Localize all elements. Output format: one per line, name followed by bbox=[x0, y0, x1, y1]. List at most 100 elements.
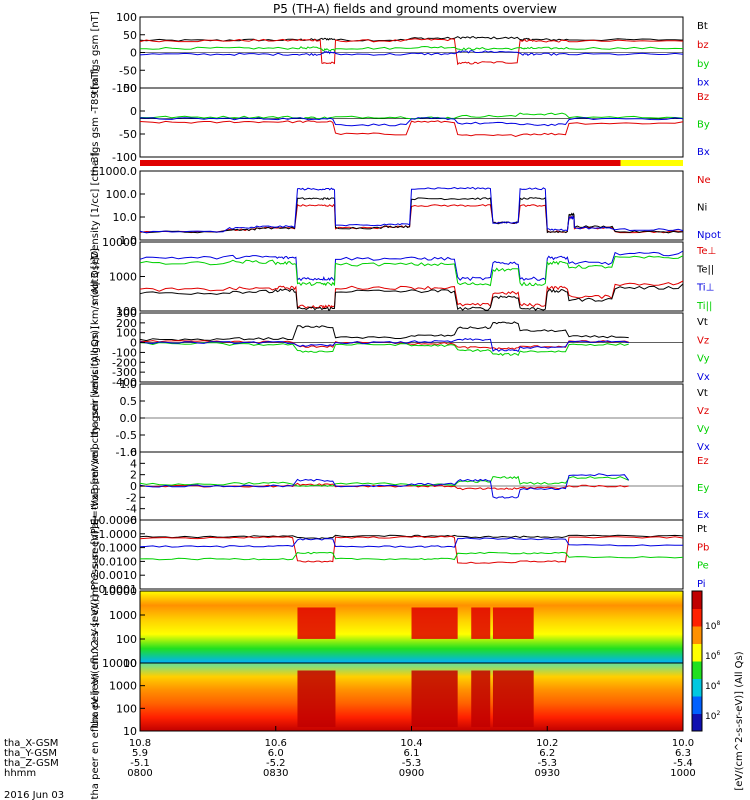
legend-label: Pi bbox=[697, 579, 706, 590]
footer-row-label: tha_X-GSM bbox=[4, 738, 58, 749]
mode-bar-fast bbox=[620, 160, 683, 166]
exponent: 6 bbox=[716, 650, 720, 657]
y-tick-label: 0.0 bbox=[120, 412, 138, 425]
legend-label: bx bbox=[697, 78, 709, 89]
colorbar-tick-label: 106 bbox=[705, 650, 720, 662]
panel-4: 10000 1000 100 moqt3 [eV] Te⊥ Te|| Ti⊥ Ti|| bbox=[90, 236, 716, 318]
series-line-te bbox=[139, 283, 684, 311]
legend-label: by bbox=[697, 59, 709, 70]
y-tick-label: 10.0000 bbox=[92, 514, 138, 527]
series-line-pt bbox=[139, 534, 684, 540]
legend-label: Bx bbox=[697, 147, 710, 158]
legend-label: Vz bbox=[697, 406, 709, 417]
footer-row-label: tha_Y-GSM bbox=[4, 748, 57, 759]
y-tick-label: -0.5 bbox=[116, 429, 137, 442]
legend-label: Bt bbox=[697, 21, 708, 32]
footer-row-value: 6.3 bbox=[675, 748, 691, 759]
legend-label: Vx bbox=[697, 372, 710, 383]
y-axis-label: moqt3 [eV] bbox=[90, 248, 101, 305]
footer-row-value: -5.3 bbox=[402, 758, 422, 769]
y-tick-label: 1000.0 bbox=[99, 165, 138, 178]
footer-row-value: 6.0 bbox=[268, 748, 284, 759]
legend-label: Pe bbox=[697, 561, 709, 572]
y-tick-label: 4 bbox=[130, 457, 137, 470]
panel-8: 10.00001.00000.10000.01000.00100.0001Pre… bbox=[90, 514, 709, 596]
heatmap-hot-region bbox=[411, 607, 458, 639]
y-tick-label: 6 bbox=[130, 446, 137, 459]
y-tick-label: 1000 bbox=[109, 680, 137, 693]
y-tick-label: 10 bbox=[123, 657, 137, 670]
y-tick-label: 0 bbox=[130, 47, 137, 60]
legend-label: Ex bbox=[697, 510, 709, 521]
y-axis-label: tha peir en eflux eV [eV/(cm^2-s-sr-eV)] bbox=[90, 526, 101, 728]
heatmap-hot-region bbox=[492, 670, 534, 728]
y-tick-label: 0.1000 bbox=[99, 542, 138, 555]
y-tick-label: 100.0 bbox=[106, 188, 138, 201]
legend-label: Ne bbox=[697, 175, 711, 186]
panel-10: 10000 1000 100 10 tha peer en eflux eV [eV/(… bbox=[90, 594, 684, 799]
colorbar: 102 104 106 108 [eV/(cm^2-s-sr-eV)] (All Qs) bbox=[691, 590, 745, 791]
legend-label: Ti⊥ bbox=[696, 283, 714, 294]
colorbar-label: [eV/(cm^2-s-sr-eV)] (All Qs) bbox=[734, 651, 745, 790]
footer-row-value: 0930 bbox=[535, 768, 560, 779]
y-tick-label: 50 bbox=[123, 29, 137, 42]
panel-frame bbox=[139, 519, 684, 590]
heatmap-hot-region bbox=[411, 670, 458, 728]
y-tick-label: -50 bbox=[119, 64, 137, 77]
y-tick-label: 1.0000 bbox=[99, 528, 138, 541]
colorbar-segment bbox=[692, 591, 702, 609]
series-line-ti bbox=[139, 250, 684, 282]
y-tick-label: -300 bbox=[112, 366, 137, 379]
series-line-bz bbox=[139, 120, 684, 138]
series-line-vx bbox=[139, 338, 629, 353]
figure-title: P5 (TH-A) fields and ground moments over… bbox=[273, 2, 557, 16]
series-line-bz bbox=[139, 38, 684, 66]
legend-label: Vy bbox=[697, 424, 710, 435]
legend-label: By bbox=[697, 119, 710, 130]
y-tick-label: 10 bbox=[123, 725, 137, 738]
series-line-vy bbox=[139, 342, 629, 357]
footer-row-value: 10.8 bbox=[129, 738, 151, 749]
y-tick-label: -100 bbox=[112, 346, 137, 359]
y-tick-label: 50 bbox=[123, 82, 137, 95]
y-axis-label: tha peer velocity gsm [km/s (All Qs)] bbox=[90, 326, 101, 510]
panel-9: 10000 1000 100 10 tha peir en eflux eV [eV/(… bbox=[90, 526, 684, 728]
y-tick-label: 0.0010 bbox=[99, 569, 138, 582]
colorbar-segment bbox=[692, 713, 702, 732]
footer-row-value: 0900 bbox=[399, 768, 424, 779]
mode-bar-slow bbox=[140, 160, 621, 166]
y-tick-label: -6 bbox=[126, 514, 137, 527]
legend-label: Ez bbox=[697, 456, 709, 467]
legend-label: Te⊥ bbox=[696, 246, 716, 257]
y-tick-label: 100 bbox=[116, 327, 137, 340]
heatmap-hot-region bbox=[297, 607, 336, 639]
legend-label: Vx bbox=[697, 442, 710, 453]
footer-row-value: -5.1 bbox=[130, 758, 150, 769]
y-tick-label: 100 bbox=[116, 633, 137, 646]
y-axis-label: Pressure [nPa] bbox=[90, 519, 101, 591]
colorbar-segment bbox=[692, 626, 702, 644]
y-tick-label: 10.0 bbox=[113, 211, 138, 224]
y-tick-label: 0 bbox=[130, 480, 137, 493]
panel-2: 50 0 -50 -100 tha fgs gsm -T89 [nT] Bz By Bx bbox=[90, 69, 710, 176]
exponent: 4 bbox=[716, 680, 720, 687]
y-tick-label: 100 bbox=[116, 702, 137, 715]
y-tick-label: 100 bbox=[116, 11, 137, 24]
y-tick-label: 200 bbox=[116, 317, 137, 330]
legend-label: Pb bbox=[697, 542, 709, 553]
heatmap-hot-region bbox=[471, 670, 491, 728]
mode-bar bbox=[140, 160, 683, 166]
y-axis-label: tha fgs gsm -T89 [nT] bbox=[90, 69, 101, 176]
y-tick-label: -2 bbox=[126, 491, 137, 504]
legend-label: Ni bbox=[697, 202, 707, 213]
y-axis-label: tha peir velocity gsm [km/s (All Qs)] bbox=[90, 257, 101, 438]
footer-row-value: -5.4 bbox=[673, 758, 693, 769]
footer-row-value: -5.2 bbox=[266, 758, 286, 769]
footer-row-value: 6.1 bbox=[404, 748, 420, 759]
y-tick-label: 300 bbox=[116, 307, 137, 320]
series-line-ex bbox=[139, 473, 630, 499]
series-line-by bbox=[140, 45, 684, 52]
panel-frame bbox=[139, 87, 684, 158]
